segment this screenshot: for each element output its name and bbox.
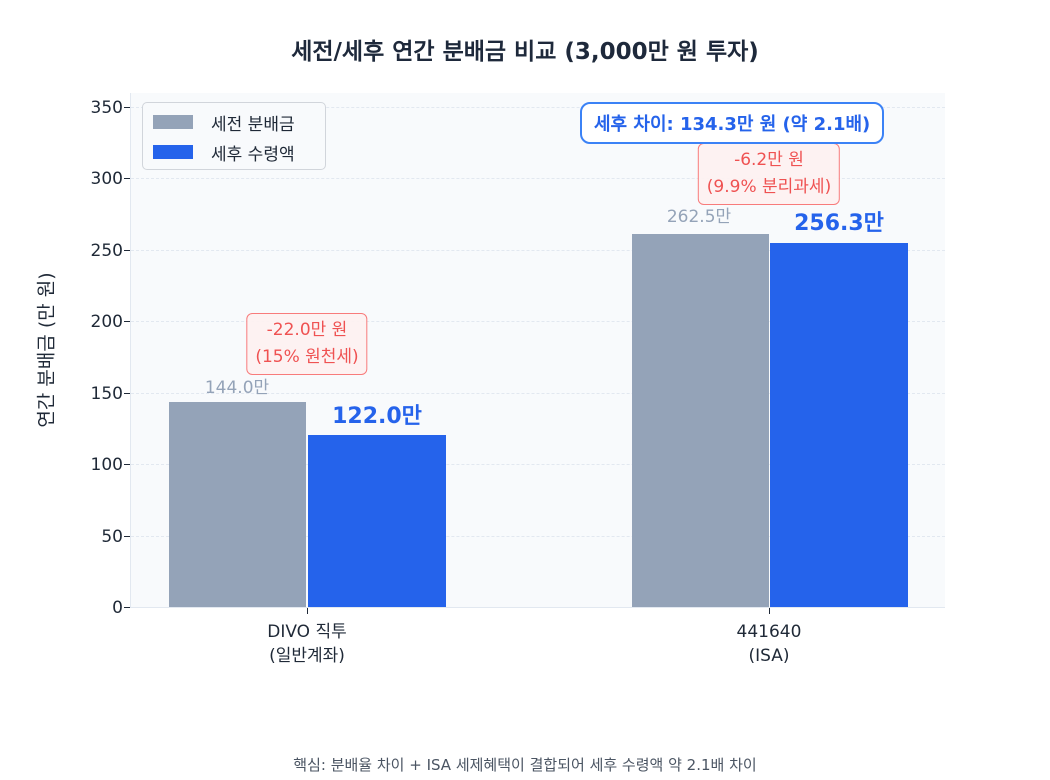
y-tick-mark xyxy=(124,250,130,251)
legend: 세전 분배금 세후 수령액 xyxy=(142,102,326,170)
tax-annotation-divo: -22.0만 원 (15% 원천세) xyxy=(246,313,368,375)
label-divo-posttax: 122.0만 xyxy=(332,404,422,429)
x-tick-isa: 441640 (ISA) xyxy=(737,620,802,668)
tax-rate: (15% 원천세) xyxy=(255,347,359,367)
label-isa-pretax: 262.5만 xyxy=(666,207,732,227)
y-tick-mark xyxy=(124,464,130,465)
y-axis-label: 연간 분배금 (만 원) xyxy=(35,272,58,428)
label-divo-pretax: 144.0만 xyxy=(204,378,270,398)
bar-isa-pretax xyxy=(632,234,769,607)
legend-label: 세전 분배금 xyxy=(211,114,295,135)
chart-title: 세전/세후 연간 분배금 비교 (3,000만 원 투자) xyxy=(291,39,759,65)
y-tick-100: 100 xyxy=(90,455,123,475)
label-isa-posttax: 256.3만 xyxy=(794,211,884,236)
gridline xyxy=(131,393,945,394)
y-tick-0: 0 xyxy=(112,598,123,618)
y-tick-mark xyxy=(124,178,130,179)
legend-label: 세후 수령액 xyxy=(211,144,295,165)
bar-isa-posttax xyxy=(770,243,908,607)
tax-amount: -22.0만 원 xyxy=(266,320,348,340)
bar-divo-posttax xyxy=(308,435,446,607)
y-tick-250: 250 xyxy=(90,241,123,261)
gridline xyxy=(131,321,945,322)
y-tick-mark xyxy=(124,607,130,608)
tax-amount: -6.2만 원 xyxy=(734,150,804,170)
y-tick-300: 300 xyxy=(90,169,123,189)
y-tick-mark xyxy=(124,536,130,537)
gridline xyxy=(131,107,945,108)
y-tick-mark xyxy=(124,107,130,108)
y-tick-200: 200 xyxy=(90,312,123,332)
bar-divo-pretax xyxy=(169,402,306,607)
x-tick-line1: 441640 xyxy=(736,622,802,642)
x-tick-divo: DIVO 직투 (일반계좌) xyxy=(267,620,347,668)
legend-swatch-posttax xyxy=(153,145,193,159)
y-tick-mark xyxy=(124,393,130,394)
legend-item-posttax: 세후 수령액 xyxy=(153,141,295,165)
footnote: 핵심: 분배율 차이 + ISA 세제혜택이 결합되어 세후 수령액 약 2.1… xyxy=(293,756,757,774)
gridline xyxy=(131,464,945,465)
x-tick-line2: (일반계좌) xyxy=(269,646,345,666)
x-tick-mark xyxy=(307,608,308,614)
legend-swatch-pretax xyxy=(153,115,193,129)
tax-rate: (9.9% 분리과세) xyxy=(706,177,832,197)
y-tick-mark xyxy=(124,321,130,322)
x-tick-line2: (ISA) xyxy=(748,646,790,666)
difference-annotation: 세후 차이: 134.3만 원 (약 2.1배) xyxy=(580,102,885,144)
gridline xyxy=(131,536,945,537)
gridline xyxy=(131,250,945,251)
tax-annotation-isa: -6.2만 원 (9.9% 분리과세) xyxy=(697,143,841,205)
y-tick-350: 350 xyxy=(90,98,123,118)
gridline xyxy=(131,178,945,179)
legend-item-pretax: 세전 분배금 xyxy=(153,111,295,135)
x-tick-line1: DIVO 직투 xyxy=(267,622,347,642)
x-tick-mark xyxy=(769,608,770,614)
y-tick-150: 150 xyxy=(90,384,123,404)
y-tick-50: 50 xyxy=(101,527,123,547)
